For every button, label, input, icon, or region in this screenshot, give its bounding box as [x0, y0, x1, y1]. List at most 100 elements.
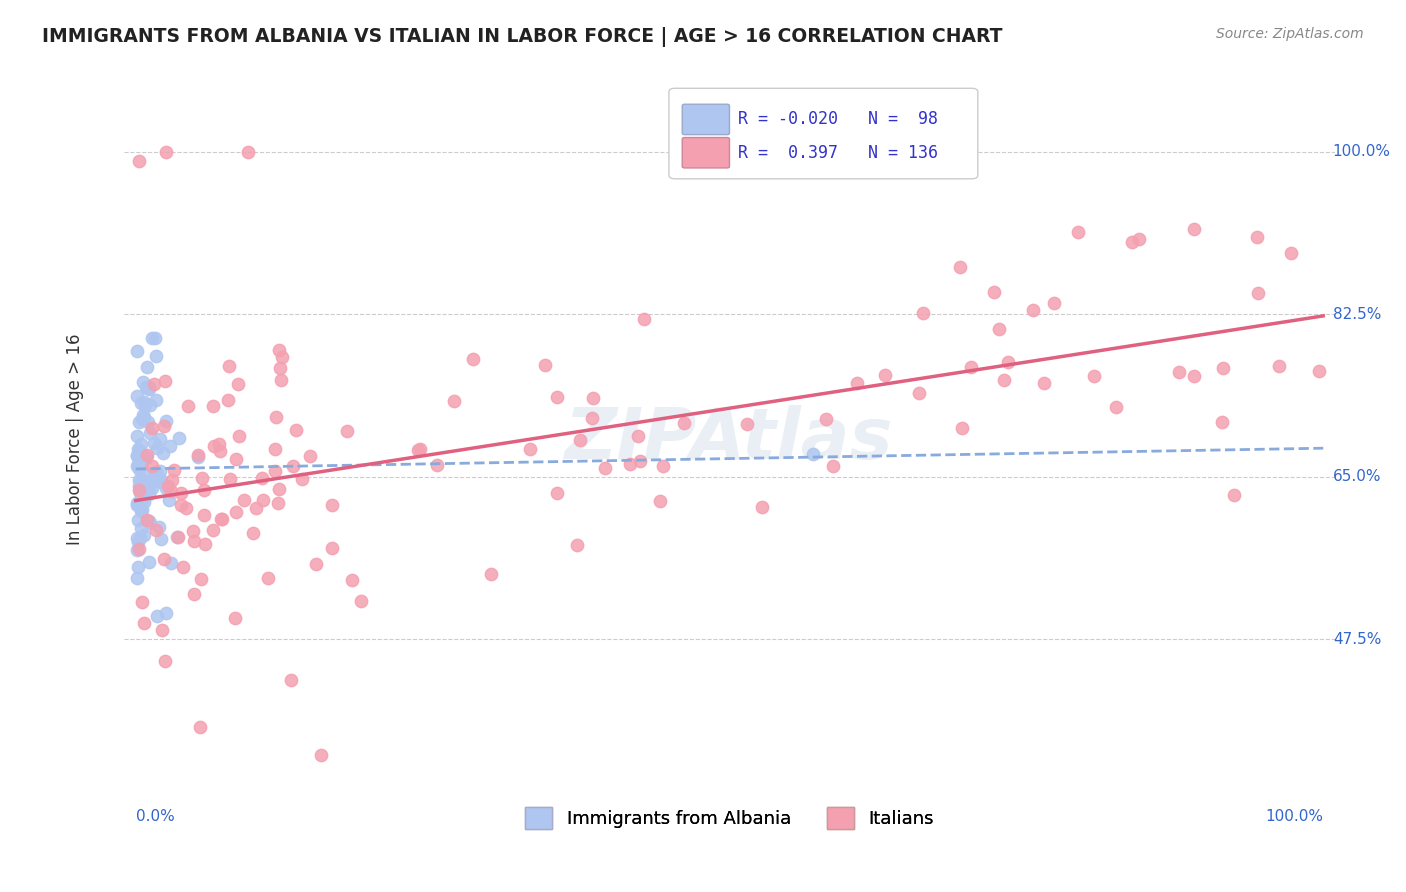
Point [202, 439, 225, 453]
Point [148, 520, 170, 534]
Point [202, 400, 225, 414]
Point [193, 483, 215, 497]
Point [266, 496, 288, 510]
Point [1279, 246, 1302, 260]
Point [127, 513, 149, 527]
Point [138, 480, 160, 494]
Point [125, 542, 148, 557]
Text: 100.0%: 100.0% [1265, 809, 1323, 824]
Point [129, 481, 152, 495]
Point [479, 566, 502, 581]
Text: R =  0.397   N = 136: R = 0.397 N = 136 [738, 144, 938, 161]
Point [264, 409, 287, 424]
Point [149, 532, 172, 546]
Point [145, 608, 167, 623]
Point [132, 448, 155, 462]
Point [136, 482, 159, 496]
Point [170, 498, 193, 512]
Point [183, 587, 205, 601]
Point [801, 447, 824, 461]
Point [134, 397, 156, 411]
Point [138, 382, 160, 396]
Point [135, 481, 157, 495]
Point [242, 525, 264, 540]
Point [224, 611, 246, 625]
Point [138, 380, 160, 394]
Point [193, 508, 215, 523]
Point [131, 464, 153, 478]
Point [581, 410, 603, 425]
Point [309, 747, 332, 762]
Point [131, 503, 153, 517]
Text: R = -0.020   N =  98: R = -0.020 N = 98 [738, 111, 938, 128]
Point [128, 473, 150, 487]
Point [125, 496, 148, 510]
Point [568, 433, 591, 447]
Point [128, 153, 150, 168]
Point [149, 475, 172, 489]
Legend: Immigrants from Albania, Italians: Immigrants from Albania, Italians [517, 799, 941, 836]
Point [187, 450, 209, 464]
Point [628, 454, 651, 468]
Point [127, 458, 149, 472]
Point [135, 360, 157, 375]
Point [170, 485, 193, 500]
Point [236, 145, 259, 159]
Point [138, 425, 160, 440]
Point [131, 454, 153, 468]
Point [149, 464, 172, 478]
Point [125, 344, 148, 359]
Point [267, 343, 290, 357]
Point [128, 415, 150, 429]
Point [183, 533, 205, 548]
Point [131, 396, 153, 410]
Point [141, 481, 163, 495]
Point [983, 285, 1005, 299]
Point [145, 524, 167, 538]
Point [136, 513, 159, 527]
Point [141, 421, 163, 435]
Point [263, 442, 285, 456]
Point [127, 442, 149, 456]
Point [155, 145, 177, 159]
Point [911, 305, 934, 319]
Point [1105, 401, 1128, 415]
Point [211, 512, 233, 526]
Point [145, 349, 167, 363]
Point [218, 359, 240, 374]
Point [225, 505, 247, 519]
Point [132, 615, 155, 630]
Point [673, 416, 696, 430]
Point [336, 425, 359, 439]
Point [135, 483, 157, 497]
Point [145, 465, 167, 479]
Point [269, 360, 291, 375]
Point [267, 482, 290, 496]
Point [208, 443, 231, 458]
Point [135, 381, 157, 395]
Point [142, 470, 165, 484]
Point [160, 473, 183, 487]
Point [129, 521, 152, 535]
Point [751, 500, 773, 515]
Point [298, 449, 321, 463]
Point [132, 528, 155, 542]
Point [593, 460, 616, 475]
Point [814, 412, 837, 426]
Point [125, 531, 148, 545]
Point [950, 420, 973, 434]
Point [285, 423, 308, 437]
Point [167, 531, 190, 545]
Point [128, 462, 150, 476]
Point [169, 431, 191, 445]
Point [135, 450, 157, 464]
Point [1067, 225, 1090, 239]
Point [125, 389, 148, 403]
Point [143, 377, 166, 392]
Point [219, 472, 242, 486]
Point [546, 486, 568, 500]
Point [737, 417, 759, 431]
Point [138, 487, 160, 501]
Point [136, 415, 159, 429]
Point [146, 441, 169, 455]
